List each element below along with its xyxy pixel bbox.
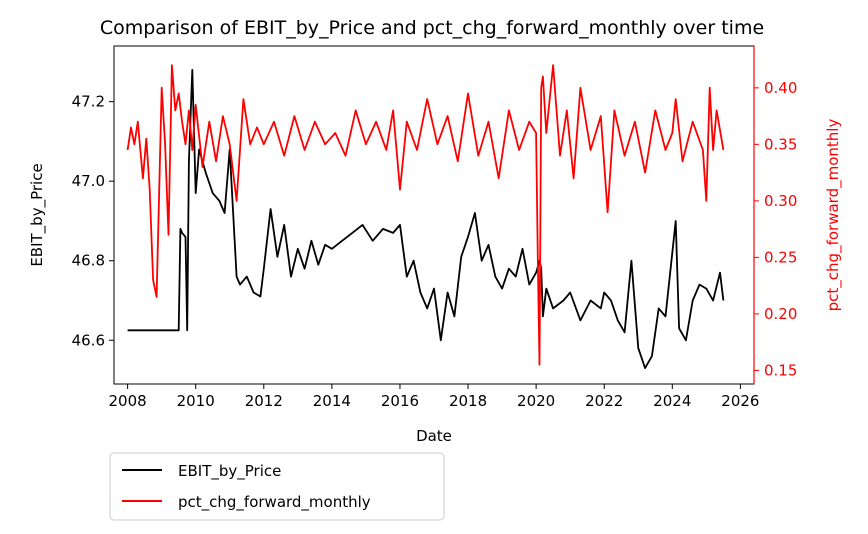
y2-tick-label: 0.30 bbox=[764, 192, 797, 210]
legend-frame bbox=[109, 452, 445, 521]
y2-tick-label: 0.35 bbox=[764, 135, 797, 153]
y2-tick-label: 0.25 bbox=[764, 248, 797, 266]
y-tick-label: 46.6 bbox=[72, 331, 105, 349]
y2-tick-label: 0.40 bbox=[764, 79, 797, 97]
legend-label-ebit: EBIT_by_Price bbox=[178, 462, 281, 481]
y2-axis-ticks: 0.15 0.20 0.25 0.30 0.35 0.40 bbox=[754, 79, 797, 379]
series-line-ebit-by-price bbox=[127, 69, 725, 369]
x-tick-label: 2008 bbox=[109, 392, 147, 410]
x-tick-label: 2012 bbox=[245, 392, 283, 410]
x-tick-label: 2014 bbox=[313, 392, 351, 410]
x-tick-label: 2024 bbox=[653, 392, 691, 410]
x-axis-label: Date bbox=[416, 427, 452, 445]
y2-tick-label: 0.15 bbox=[764, 361, 797, 379]
chart-title: Comparison of EBIT_by_Price and pct_chg_… bbox=[100, 17, 764, 39]
x-tick-label: 2016 bbox=[381, 392, 419, 410]
legend: EBIT_by_Price pct_chg_forward_monthly bbox=[109, 452, 445, 521]
series-line-pct-chg-forward-monthly bbox=[126, 64, 725, 366]
y-axis-label: EBIT_by_Price bbox=[28, 163, 47, 266]
x-tick-label: 2022 bbox=[585, 392, 623, 410]
y-tick-label: 47.0 bbox=[72, 172, 105, 190]
x-axis-ticks: 2008 2010 2012 2014 2016 2018 2020 2022 2024 2026 bbox=[109, 384, 759, 410]
x-tick-label: 2010 bbox=[177, 392, 215, 410]
plot-frame bbox=[113, 45, 755, 385]
legend-label-pct: pct_chg_forward_monthly bbox=[178, 493, 371, 512]
series-layer bbox=[126, 64, 725, 369]
y-tick-label: 46.8 bbox=[72, 252, 105, 270]
x-tick-label: 2026 bbox=[721, 392, 759, 410]
y-axis-ticks: 46.6 46.8 47.0 47.2 bbox=[72, 93, 114, 349]
y2-axis-label: pct_chg_forward_monthly bbox=[824, 119, 843, 312]
y2-tick-label: 0.20 bbox=[764, 305, 797, 323]
y-tick-label: 47.2 bbox=[72, 93, 105, 111]
x-tick-label: 2018 bbox=[449, 392, 487, 410]
x-tick-label: 2020 bbox=[517, 392, 555, 410]
